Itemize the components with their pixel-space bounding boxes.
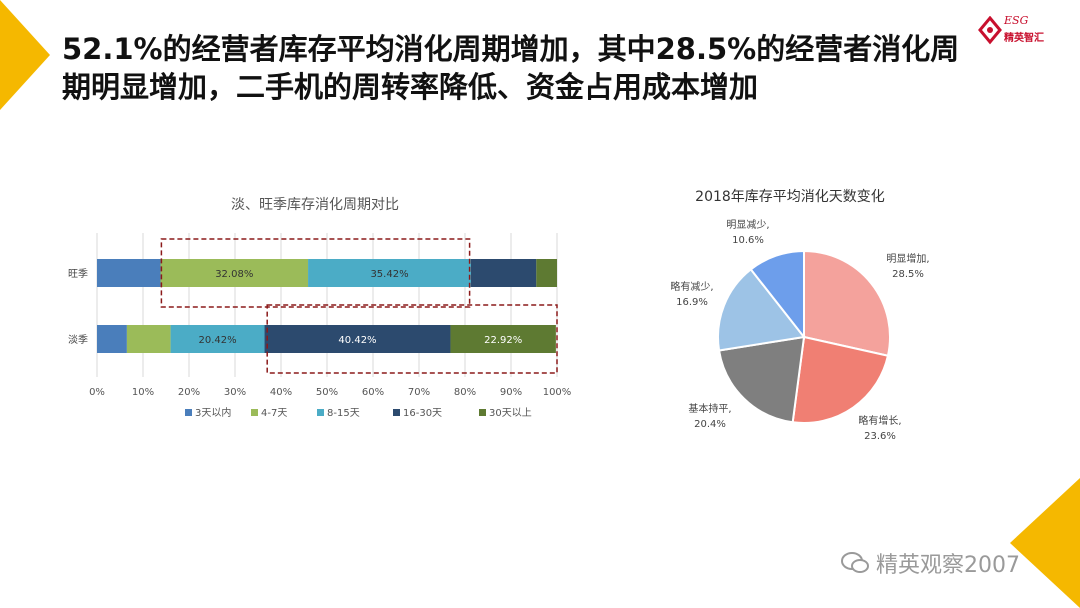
x-tick-label: 20% bbox=[178, 387, 200, 398]
data-label: 22.92% bbox=[484, 335, 522, 346]
highlight-box bbox=[266, 304, 558, 374]
x-tick-label: 50% bbox=[316, 387, 338, 398]
watermark-text: 精英观察2007 bbox=[876, 553, 1020, 578]
pie-slice-value: 10.6% bbox=[732, 235, 764, 246]
pie-slice-label: 明显增加, bbox=[886, 252, 929, 265]
legend-swatch bbox=[251, 409, 258, 416]
x-tick-label: 10% bbox=[132, 387, 154, 398]
stacked-bar-chart: 淡、旺季库存消化周期对比 0% 10% 20% 30% 40% 50% 60% 70% 80% 90… bbox=[68, 197, 572, 419]
legend-label: 4-7天 bbox=[261, 408, 287, 419]
x-tick-label: 70% bbox=[408, 387, 430, 398]
pie-slice-label: 略有减少, bbox=[670, 280, 713, 293]
x-tick-label: 80% bbox=[454, 387, 476, 398]
bar-segment bbox=[264, 325, 451, 353]
x-tick-label: 100% bbox=[543, 387, 572, 398]
diamond-logo-icon bbox=[978, 16, 1002, 45]
pie-slice bbox=[717, 267, 806, 352]
watermark: 精英观察2007 bbox=[840, 548, 1020, 578]
data-label: 32.08% bbox=[215, 269, 253, 280]
data-label: 40.42% bbox=[338, 335, 376, 346]
brand-logo: ESG 精英智汇 bbox=[978, 12, 1058, 52]
legend-label: 16-30天 bbox=[403, 408, 442, 419]
pie-slice-label: 略有增长, bbox=[858, 414, 901, 427]
legend-label: 3天以内 bbox=[195, 406, 231, 419]
legend-swatch bbox=[393, 409, 400, 416]
pie-slice bbox=[717, 335, 806, 424]
pie-slice-value: 28.5% bbox=[892, 269, 924, 280]
highlight-box bbox=[160, 238, 471, 308]
category-label: 淡季 bbox=[68, 334, 88, 346]
data-label: 35.42% bbox=[370, 269, 408, 280]
pie-slice-label: 明显减少, bbox=[726, 219, 769, 231]
corner-triangle-bottom-right bbox=[1010, 478, 1080, 608]
pie-slice-value: 23.6% bbox=[864, 431, 896, 442]
logo-text-en: ESG bbox=[1004, 14, 1029, 27]
x-tick-label: 0% bbox=[89, 387, 105, 398]
page-title: 52.1%的经营者库存平均消化周期增加，其中28.5%的经营者消化周期明显增加，… bbox=[62, 32, 960, 104]
bar-segment bbox=[97, 259, 161, 287]
corner-triangle-top-left bbox=[0, 0, 50, 110]
data-label: 20.42% bbox=[198, 335, 236, 346]
pie-slice bbox=[791, 335, 890, 424]
x-tick-label: 30% bbox=[224, 387, 246, 398]
pie-slice-label: 基本持平, bbox=[688, 402, 731, 415]
legend-swatch bbox=[317, 409, 324, 416]
bar-segment bbox=[170, 325, 265, 353]
bar-segment bbox=[470, 259, 537, 287]
pie-slice-value: 20.4% bbox=[694, 419, 726, 430]
pie-slice-value: 16.9% bbox=[676, 297, 708, 308]
pie-slice bbox=[803, 249, 891, 357]
bar-segment bbox=[160, 259, 309, 287]
legend-label: 8-15天 bbox=[327, 408, 360, 419]
bar-segment bbox=[126, 325, 171, 353]
logo-text-zh: 精英智汇 bbox=[1004, 33, 1044, 44]
bar-segment bbox=[450, 325, 556, 353]
bar-segment bbox=[536, 259, 557, 287]
pie-slice bbox=[749, 249, 805, 340]
bar-chart-title: 淡、旺季库存消化周期对比 bbox=[231, 197, 399, 213]
pie-chart-title: 2018年库存平均消化天数变化 bbox=[695, 189, 885, 205]
x-tick-label: 40% bbox=[270, 387, 292, 398]
x-tick-label: 60% bbox=[362, 387, 384, 398]
bar-segment bbox=[308, 259, 471, 287]
x-tick-label: 90% bbox=[500, 387, 522, 398]
legend-swatch bbox=[479, 409, 486, 416]
legend-label: 30天以上 bbox=[489, 407, 532, 419]
legend-swatch bbox=[185, 409, 192, 416]
bar-segment bbox=[97, 325, 127, 353]
category-label: 旺季 bbox=[68, 268, 88, 280]
wechat-icon bbox=[841, 552, 869, 573]
